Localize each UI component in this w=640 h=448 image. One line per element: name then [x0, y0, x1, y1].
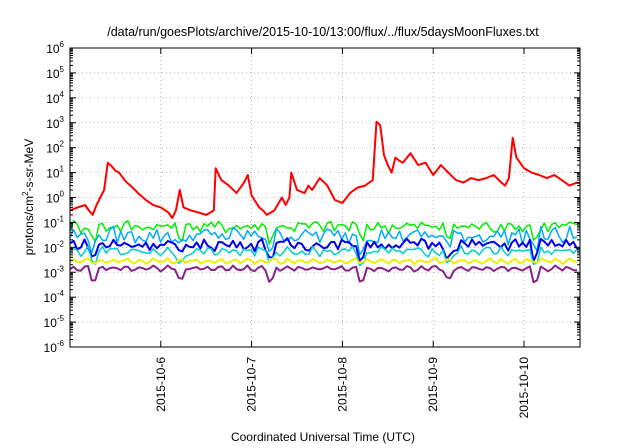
x-tick-label: 2015-10-10 — [517, 357, 531, 419]
x-tick-label: 2015-10-6 — [154, 357, 168, 412]
y-tick-label: 10-5 — [44, 314, 65, 330]
y-axis-label: protons/cm2-s-sr-MeV — [21, 139, 36, 255]
x-axis-label: Coordinated Universal Time (UTC) — [231, 430, 415, 444]
y-tick-label: 100 — [46, 190, 64, 206]
x-tick-label: 2015-10-8 — [335, 357, 349, 412]
series-layer — [70, 120, 580, 284]
y-tick-label: 102 — [46, 140, 64, 156]
series-line — [70, 219, 578, 245]
series-line — [70, 264, 578, 284]
y-tick-label: 10-3 — [44, 264, 65, 280]
grid-lines — [70, 48, 580, 347]
y-tick-label: 10-2 — [44, 239, 65, 255]
y-axis: 10-6 10-5 10-4 10-3 10-2 10-1 100 101 102 103 104 1… — [44, 40, 580, 355]
y-tick-label: 101 — [46, 165, 64, 181]
y-tick-label: 105 — [46, 65, 64, 81]
series-line — [70, 120, 580, 219]
series-line — [70, 225, 578, 256]
series-line — [70, 237, 578, 263]
y-tick-label: 10-4 — [44, 289, 65, 305]
chart-title: /data/run/goesPlots/archive/2015-10-10/1… — [107, 25, 539, 39]
x-tick-label: 2015-10-9 — [426, 357, 440, 412]
y-tick-label: 104 — [46, 90, 64, 106]
series-line — [70, 257, 578, 266]
y-tick-label: 103 — [46, 115, 64, 131]
x-axis: 2015-10-6 2015-10-7 2015-10-8 2015-10-9 2015… — [154, 48, 531, 418]
series-line — [70, 245, 578, 267]
y-tick-label: 106 — [46, 40, 64, 56]
y-tick-label: 10-1 — [44, 214, 65, 230]
x-tick-label: 2015-10-7 — [245, 357, 259, 412]
y-tick-label: 10-6 — [44, 339, 65, 355]
